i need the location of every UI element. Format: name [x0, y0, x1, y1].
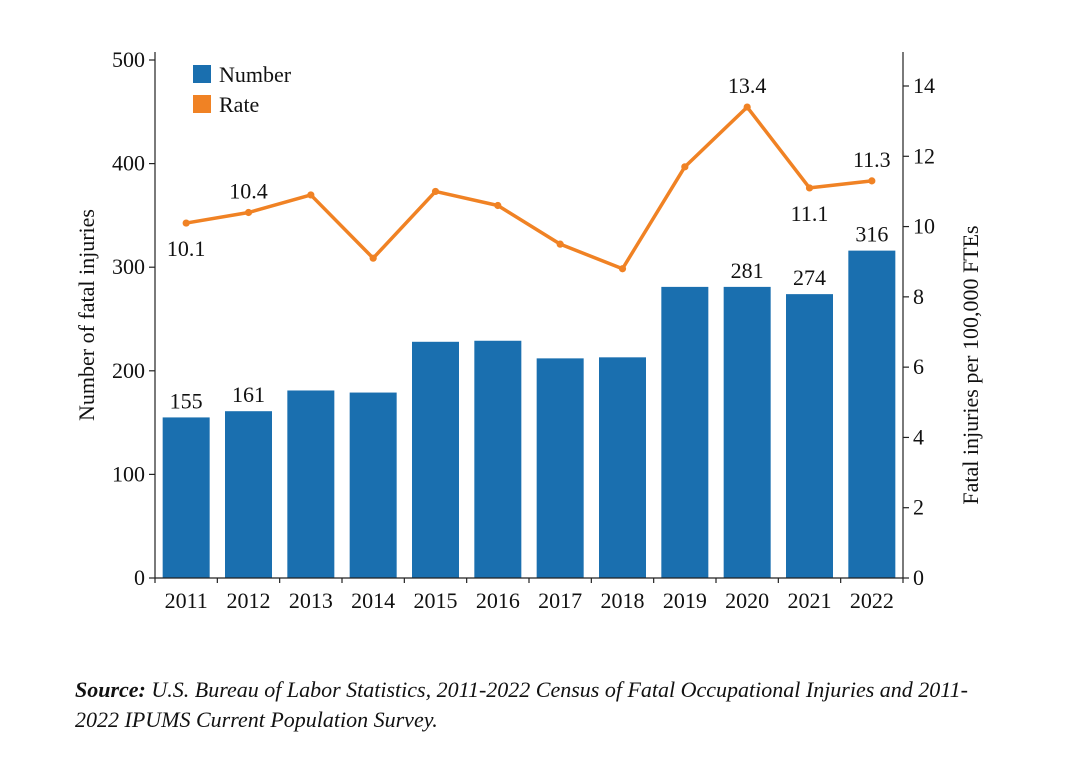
- source-note: Source: U.S. Bureau of Labor Statistics,…: [75, 675, 975, 735]
- bar-2015: [412, 341, 459, 578]
- rate-point-2014: [369, 254, 377, 262]
- bar-label-2022: 316: [855, 222, 888, 247]
- bar-2016: [474, 340, 522, 578]
- bar-2017: [536, 358, 584, 578]
- rate-line-layer: [182, 103, 876, 273]
- legend: Number Rate: [193, 62, 292, 117]
- y-tick-label-left: 200: [112, 358, 145, 383]
- bar-2020: [723, 286, 771, 578]
- x-tick-label-2021: 2021: [788, 588, 832, 613]
- bar-2019: [661, 286, 709, 578]
- y-tick-label-right: 12: [913, 143, 935, 168]
- rate-label-2012: 10.4: [229, 179, 268, 204]
- source-prefix: Source:: [75, 677, 146, 702]
- rate-point-2013: [307, 191, 315, 199]
- chart: 0 100 200 300 400 500 0 2 4 6 8 10 12 14 2011 2012 2013 2…: [74, 47, 983, 613]
- y-tick-label-right: 10: [913, 214, 935, 239]
- y-tick-label-right: 6: [913, 354, 924, 379]
- y-tick-label-left: 300: [112, 254, 145, 279]
- x-tick-label-2015: 2015: [414, 588, 458, 613]
- rate-label-2011: 10.1: [167, 236, 206, 261]
- x-tick-label-2014: 2014: [351, 588, 395, 613]
- bar-2012: [225, 411, 272, 578]
- y-tick-label-left: 100: [112, 461, 145, 486]
- y-tick-label-left: 500: [112, 47, 145, 72]
- x-tick-label-2022: 2022: [850, 588, 894, 613]
- rate-point-2012: [244, 208, 253, 217]
- bar-2013: [287, 390, 335, 578]
- rate-line: [185, 105, 873, 271]
- legend-swatch-rate: [193, 95, 211, 113]
- rate-point-2020: [743, 103, 751, 111]
- rate-label-2021: 11.1: [791, 201, 829, 226]
- y-tick-label-right: 0: [913, 565, 924, 590]
- bar-label-2021: 274: [793, 265, 826, 290]
- rate-point-2019: [681, 163, 689, 171]
- y-tick-label-right: 2: [913, 495, 924, 520]
- rate-point-2017: [556, 240, 564, 248]
- y-tick-label-left: 400: [112, 151, 145, 176]
- x-tick-label-2011: 2011: [165, 588, 208, 613]
- x-tick-label-2019: 2019: [663, 588, 707, 613]
- rate-point-2022: [868, 177, 876, 185]
- legend-swatch-number: [193, 65, 211, 83]
- data-labels-layer: 155 161 281 274 316 10.1 10.4 13.4 11.1 11.3: [167, 73, 891, 413]
- rate-point-2018: [618, 265, 627, 273]
- y-tick-label-right: 8: [913, 284, 924, 309]
- bar-label-2012: 161: [232, 382, 265, 407]
- y-axis-title-left: Number of fatal injuries: [74, 209, 99, 421]
- legend-label-rate: Rate: [219, 92, 259, 117]
- y-tick-label-right: 4: [913, 424, 924, 449]
- bar-2021: [786, 294, 833, 578]
- bar-2011: [162, 417, 210, 578]
- x-tick-label-2016: 2016: [476, 588, 520, 613]
- x-tick-label-2017: 2017: [538, 588, 582, 613]
- legend-label-number: Number: [219, 62, 292, 87]
- rate-label-2022: 11.3: [853, 147, 891, 172]
- y-tick-label-right: 14: [913, 73, 935, 98]
- bar-2018: [599, 357, 646, 578]
- y-axis-title-right: Fatal injuries per 100,000 FTEs: [958, 225, 983, 504]
- source-text: U.S. Bureau of Labor Statistics, 2011-20…: [75, 677, 969, 732]
- x-tick-label-2013: 2013: [289, 588, 333, 613]
- bar-label-2011: 155: [170, 388, 203, 413]
- bar-label-2020: 281: [731, 258, 764, 283]
- x-tick-label-2020: 2020: [725, 588, 769, 613]
- bars-layer: [162, 250, 896, 578]
- bar-2022: [848, 250, 896, 578]
- axes-layer: 0 100 200 300 400 500 0 2 4 6 8 10 12 14 2011 2012 2013 2…: [112, 47, 935, 613]
- x-tick-label-2012: 2012: [227, 588, 271, 613]
- rate-point-2015: [431, 187, 440, 196]
- rate-label-2020: 13.4: [728, 73, 767, 98]
- y-tick-label-left: 0: [134, 565, 145, 590]
- rate-point-2011: [182, 219, 190, 227]
- x-tick-label-2018: 2018: [601, 588, 645, 613]
- bar-2014: [349, 392, 397, 578]
- rate-point-2021: [805, 184, 814, 192]
- rate-point-2016: [494, 201, 502, 210]
